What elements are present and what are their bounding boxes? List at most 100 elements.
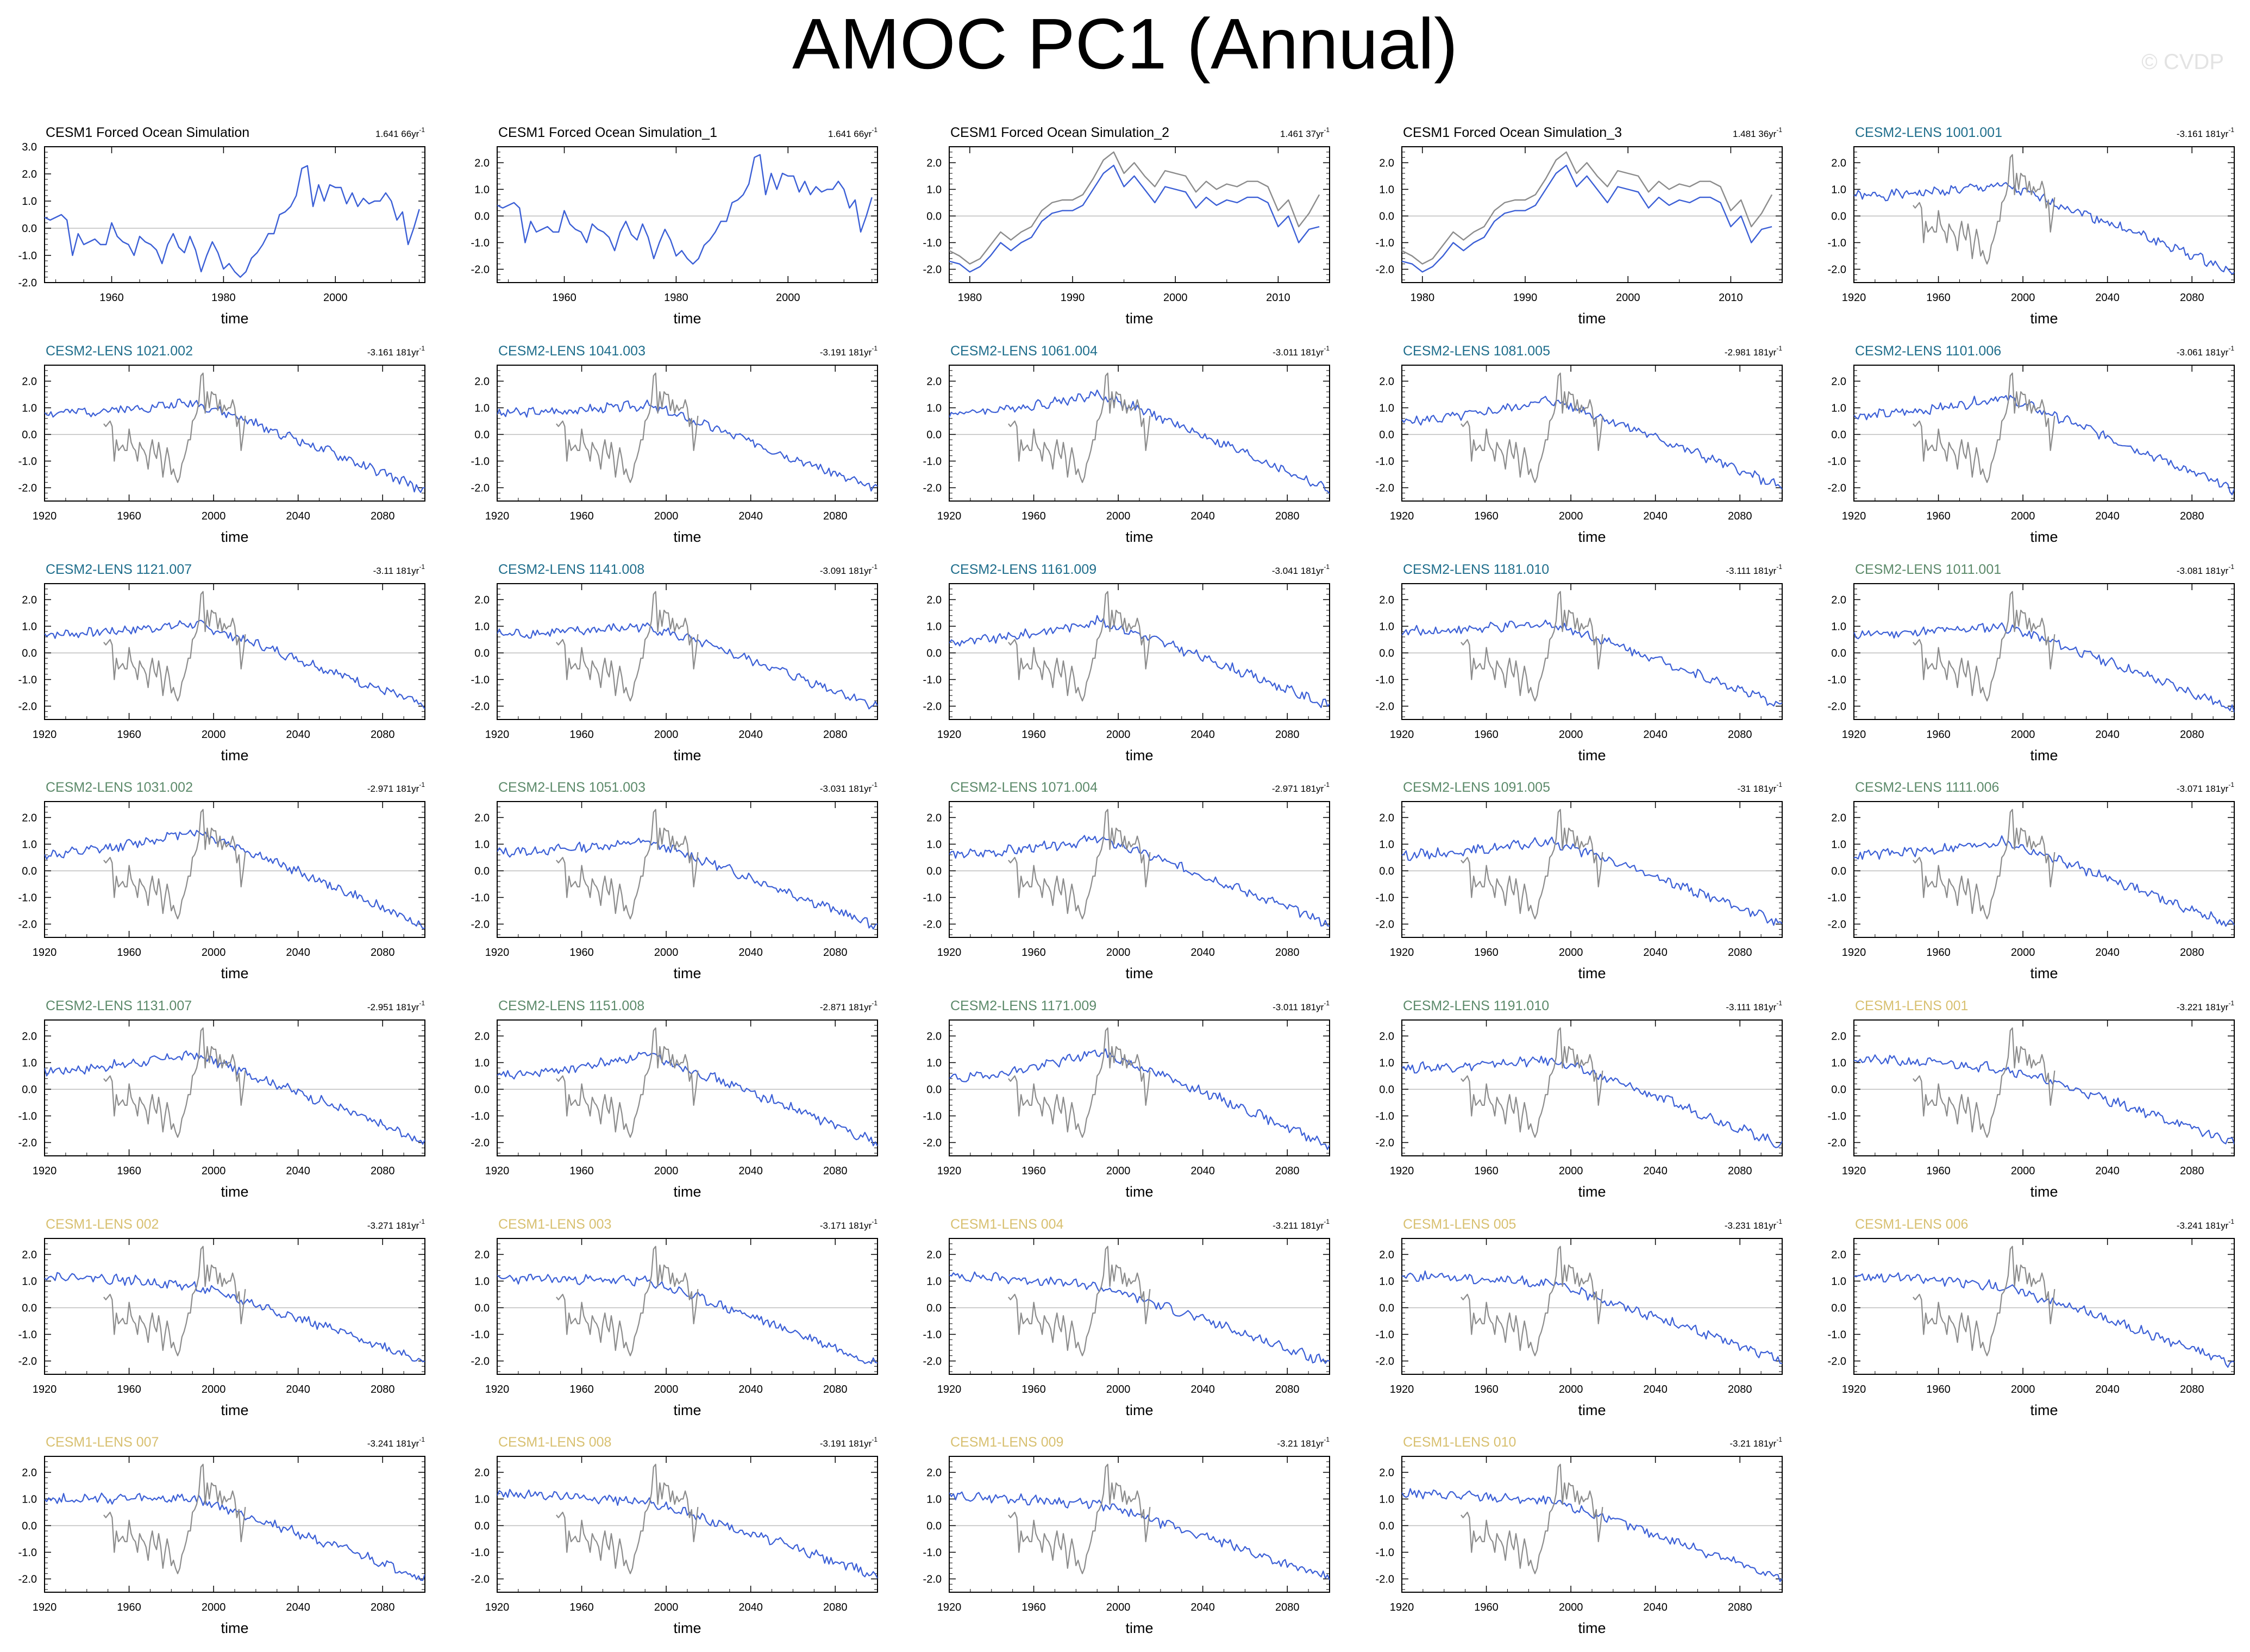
x-tick-label: 2040: [1643, 947, 1668, 959]
x-tick-label: 1960: [1474, 1165, 1499, 1177]
y-tick-label: -1.0: [471, 892, 490, 904]
x-axis-label: time: [673, 965, 701, 981]
x-tick-label: 2040: [1643, 1384, 1668, 1396]
x-tick-label: 2040: [1643, 1601, 1668, 1613]
x-tick-label: 2000: [202, 947, 226, 959]
y-tick-label: 0.0: [22, 865, 37, 877]
model-series-line: [1854, 835, 2234, 927]
observed-series-line: [103, 372, 246, 483]
trend-unit: -1: [1324, 345, 1330, 352]
model-series-line: [949, 1271, 1330, 1364]
observed-series-line: [1008, 809, 1151, 919]
y-tick-label: 2.0: [1379, 1249, 1394, 1261]
x-tick-label: 2000: [202, 1601, 226, 1613]
x-axis-label: time: [1125, 747, 1153, 764]
x-tick-label: 2040: [2095, 729, 2120, 741]
trend-unit: -1: [419, 1436, 425, 1443]
x-tick-label: 2080: [371, 1384, 395, 1396]
panel-title: CESM1-LENS 009: [950, 1435, 1063, 1450]
x-tick-label: 2040: [1643, 729, 1668, 741]
y-tick-label: -2.0: [18, 700, 37, 712]
trend-unit: -1: [1776, 563, 1782, 571]
y-tick-label: 0.0: [474, 1084, 490, 1096]
x-tick-label: 2000: [1163, 292, 1188, 304]
x-tick-label: 1920: [33, 1165, 57, 1177]
model-series-line: [497, 1273, 878, 1365]
observed-series-line: [1008, 591, 1151, 702]
y-tick-label: -2.0: [1828, 482, 1846, 494]
y-tick-label: -2.0: [471, 700, 490, 712]
x-tick-label: 2080: [2180, 292, 2204, 304]
y-tick-label: -2.0: [18, 482, 37, 494]
x-tick-label: 1960: [1021, 729, 1046, 741]
y-tick-label: 1.0: [22, 1275, 37, 1287]
y-tick-label: 0.0: [1831, 1084, 1846, 1096]
observed-series-line: [103, 1246, 246, 1356]
x-tick-label: 1920: [1390, 1601, 1414, 1613]
x-tick-label: 1990: [1513, 292, 1538, 304]
trend-unit: -1: [1776, 126, 1782, 134]
x-axis-label: time: [673, 310, 701, 327]
y-tick-label: 2.0: [926, 812, 942, 824]
observed-series-line: [1008, 1246, 1151, 1356]
x-tick-label: 2000: [1616, 292, 1640, 304]
y-tick-label: 1.0: [22, 1057, 37, 1069]
x-axis-label: time: [1578, 310, 1606, 327]
observed-series-line: [1461, 1027, 1603, 1138]
plot-frame: [1401, 146, 1783, 283]
y-tick-label: -2.0: [1828, 264, 1846, 276]
x-tick-label: 2080: [371, 1601, 395, 1613]
panel-title: CESM2-LENS 1061.004: [950, 343, 1098, 359]
x-axis-label: time: [1578, 965, 1606, 981]
y-tick-label: -1.0: [471, 1547, 490, 1559]
y-tick-label: 2.0: [1831, 1030, 1846, 1042]
x-tick-label: 1960: [117, 729, 141, 741]
y-tick-label: 0.0: [22, 1302, 37, 1314]
model-series-line: [1402, 165, 1772, 273]
x-axis-label: time: [673, 1620, 701, 1636]
x-tick-label: 2040: [738, 947, 763, 959]
y-tick-label: 1.0: [1379, 1275, 1394, 1287]
y-tick-label: -2.0: [923, 700, 942, 712]
y-tick-label: -1.0: [923, 892, 942, 904]
model-series-line: [949, 1491, 1330, 1581]
x-tick-label: 1960: [117, 1165, 141, 1177]
y-tick-label: 2.0: [1379, 157, 1394, 169]
x-axis-label: time: [673, 529, 701, 545]
model-series-line: [949, 1048, 1330, 1150]
x-tick-label: 1960: [99, 292, 124, 304]
x-tick-label: 1920: [937, 510, 962, 522]
model-series-line: [949, 165, 1320, 273]
y-tick-label: 2.0: [474, 376, 490, 387]
y-tick-label: 1.0: [1379, 621, 1394, 633]
y-tick-label: 2.0: [22, 168, 37, 180]
y-tick-label: 2.0: [474, 1030, 490, 1042]
x-tick-label: 1960: [569, 1165, 594, 1177]
model-series-line: [1854, 1054, 2234, 1144]
x-tick-label: 2040: [738, 1165, 763, 1177]
panel-title: CESM1 Forced Ocean Simulation_2: [950, 125, 1169, 140]
y-tick-label: 0.0: [22, 1520, 37, 1532]
x-tick-label: 1920: [937, 1165, 962, 1177]
x-tick-label: 2000: [1106, 729, 1131, 741]
model-series-line: [45, 829, 425, 929]
y-tick-label: 2.0: [926, 594, 942, 606]
y-tick-label: -1.0: [923, 674, 942, 686]
y-tick-label: -1.0: [1828, 237, 1846, 249]
panel-title: CESM1 Forced Ocean Simulation_1: [498, 125, 717, 140]
y-tick-label: 1.0: [926, 184, 942, 196]
x-tick-label: 1920: [937, 1384, 962, 1396]
x-tick-label: 2000: [202, 510, 226, 522]
panel-trend: -3.21 181yr-1: [1729, 1436, 1782, 1449]
trend-unit: -1: [1776, 781, 1782, 789]
y-tick-label: -2.0: [1828, 700, 1846, 712]
y-tick-label: 0.0: [22, 647, 37, 659]
panel-title: CESM2-LENS 1051.003: [498, 780, 645, 795]
y-tick-label: -1.0: [1828, 1329, 1846, 1341]
panel-title: CESM1-LENS 002: [46, 1217, 159, 1232]
